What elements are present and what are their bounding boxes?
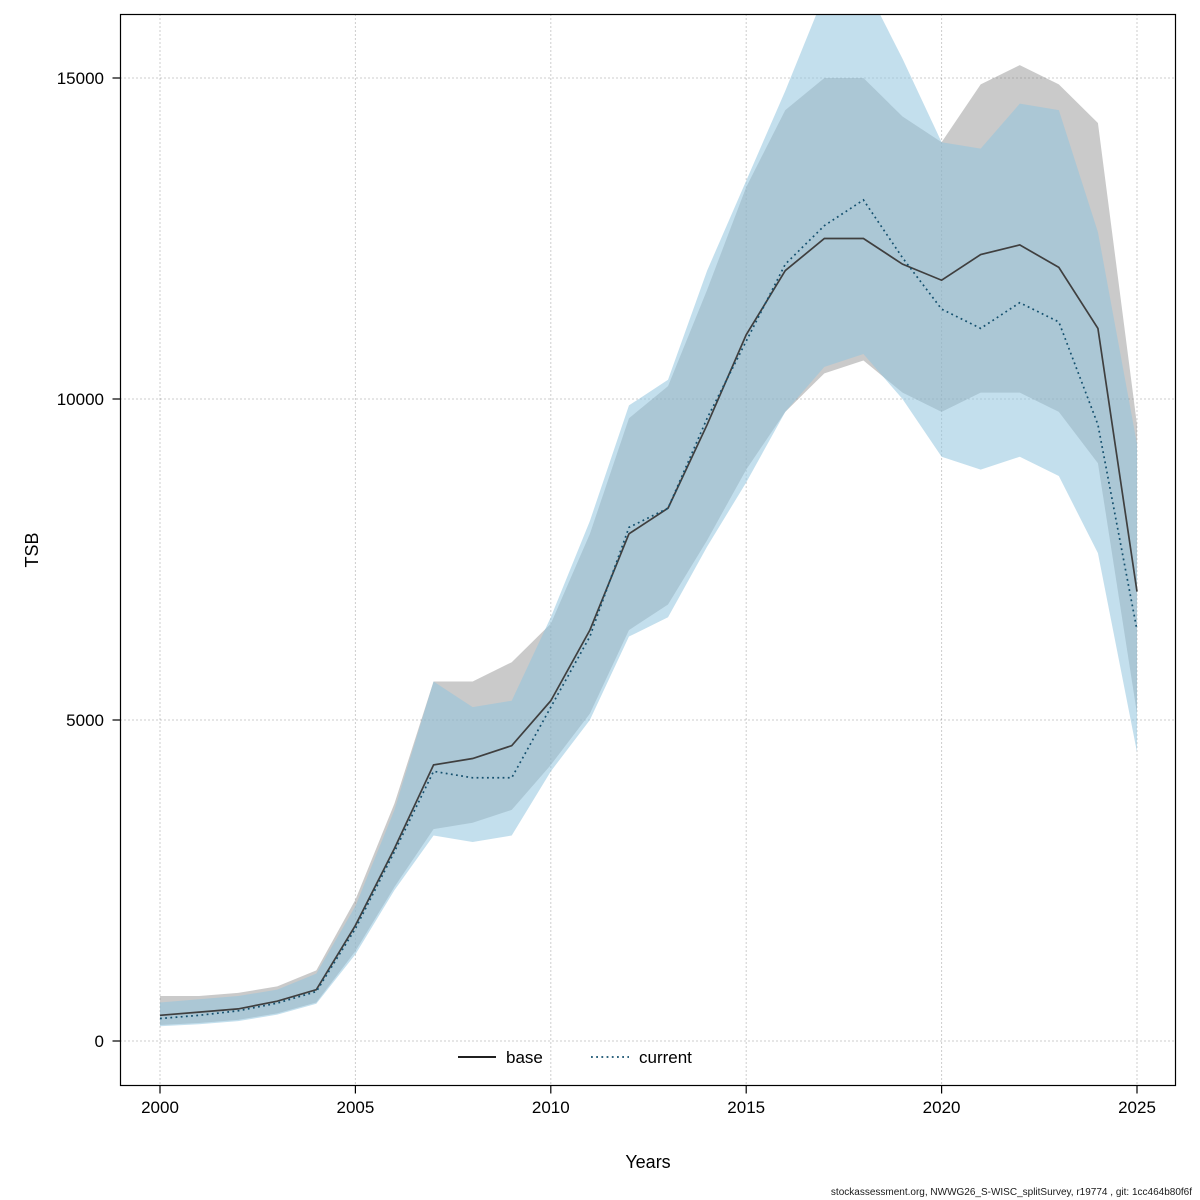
y-axis-tick-label: 15000 xyxy=(57,69,104,88)
x-axis-tick-label: 2020 xyxy=(923,1098,961,1117)
x-axis-title: Years xyxy=(625,1152,670,1172)
legend-base-label: base xyxy=(506,1048,543,1067)
axis-ticks-and-labels: 2000 2005 2010 2015 2020 2025 0 5000 10000 15000 xyxy=(57,69,1156,1117)
y-axis-tick-label: 0 xyxy=(95,1032,104,1051)
base-line xyxy=(159,237,1138,1017)
x-axis-tick-label: 2010 xyxy=(532,1098,570,1117)
footer-attribution: stockassessment.org, NWWG26_S-WISC_split… xyxy=(831,1187,1192,1198)
current-line xyxy=(159,198,1138,1020)
x-axis-tick-label: 2025 xyxy=(1118,1098,1156,1117)
legend-current-label: current xyxy=(639,1048,692,1067)
x-axis-tick-label: 2015 xyxy=(727,1098,765,1117)
confidence-bands xyxy=(160,15,1137,1027)
legend: base current xyxy=(458,1048,692,1067)
y-axis-tick-label: 10000 xyxy=(57,390,104,409)
y-axis-tick-label: 5000 xyxy=(66,711,104,730)
series-lines xyxy=(159,198,1138,1020)
x-axis-tick-label: 2005 xyxy=(336,1098,374,1117)
y-axis-title: TSB xyxy=(22,532,42,567)
current-confidence-band xyxy=(160,15,1137,1027)
plot-border xyxy=(119,13,1177,1087)
x-axis-tick-label: 2000 xyxy=(141,1098,179,1117)
